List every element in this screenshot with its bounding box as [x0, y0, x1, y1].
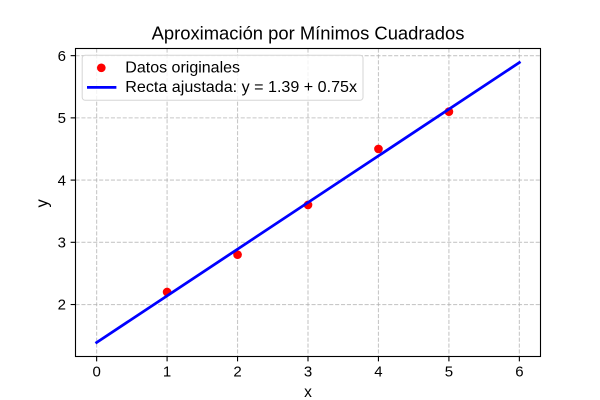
- svg-text:3: 3: [304, 364, 312, 381]
- svg-text:5: 5: [445, 364, 453, 381]
- svg-text:4: 4: [374, 364, 382, 381]
- svg-text:3: 3: [58, 234, 66, 251]
- svg-text:5: 5: [58, 110, 66, 127]
- svg-text:6: 6: [58, 48, 66, 65]
- svg-text:2: 2: [58, 297, 66, 314]
- svg-text:1: 1: [163, 364, 171, 381]
- svg-text:4: 4: [58, 172, 66, 189]
- svg-text:6: 6: [515, 364, 523, 381]
- svg-text:2: 2: [233, 364, 241, 381]
- svg-text:Aproximación por Mínimos Cuadr: Aproximación por Mínimos Cuadrados: [152, 22, 465, 43]
- svg-text:y: y: [33, 199, 51, 208]
- svg-text:Datos originales: Datos originales: [125, 60, 240, 77]
- svg-text:Recta ajustada: y = 1.39 + 0.7: Recta ajustada: y = 1.39 + 0.75x: [125, 78, 357, 96]
- svg-text:x: x: [304, 384, 312, 400]
- svg-text:0: 0: [92, 364, 100, 381]
